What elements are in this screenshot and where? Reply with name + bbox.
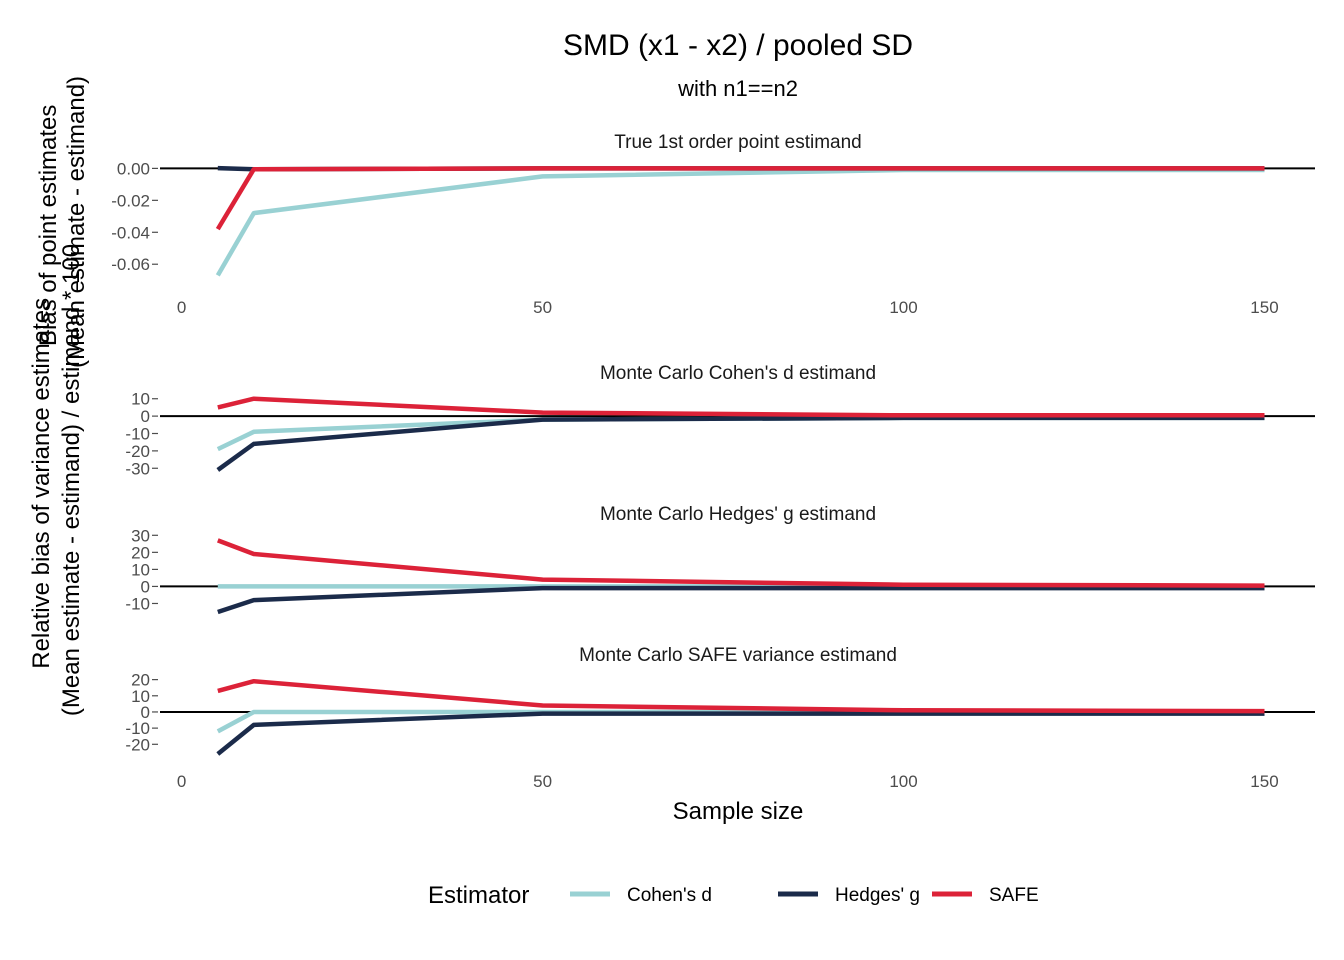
y-tick-label: 20: [131, 543, 150, 562]
y-tick-label: 0: [141, 703, 150, 722]
y-tick-label: -20: [125, 442, 150, 461]
x-tick-label: 150: [1250, 298, 1278, 317]
legend-title: Estimator: [428, 882, 529, 909]
y-tick-label: -10: [125, 594, 150, 613]
series-line-safe: [215, 166, 1265, 231]
series-line-safe: [217, 538, 1265, 588]
y-tick-label: 10: [131, 687, 150, 706]
chart-subtitle: with n1==n2: [677, 76, 798, 101]
series-line-hedges-g: [217, 585, 1265, 615]
y-tick-label: -10: [125, 425, 150, 444]
panel-monte-carlo-safe-variance-estimand: Monte Carlo SAFE variance estimand20100-…: [125, 645, 1315, 791]
y-axis-title-top-line-1: Bias of point estimates: [35, 105, 62, 346]
series-line-cohen-s-d: [215, 167, 1265, 277]
x-tick-label: 50: [533, 772, 552, 791]
y-tick-label: -0.04: [111, 223, 150, 242]
y-axis-title-bottom: Relative bias of variance estimates (Mea…: [28, 244, 85, 716]
panel-title: Monte Carlo SAFE variance estimand: [579, 645, 897, 666]
y-axis-title-top: Bias of point estimates (Mean estimate -…: [35, 76, 90, 368]
panel-monte-carlo-cohen-s-d-estimand: Monte Carlo Cohen's d estimand 100-10-20-…: [125, 363, 1315, 478]
y-axis-title-top-line-2: (Mean estimate - estimand): [63, 76, 90, 368]
x-tick-label: 0: [177, 772, 186, 791]
x-tick-label: 0: [177, 298, 186, 317]
y-tick-label: -30: [125, 459, 150, 478]
y-tick-label: 10: [131, 560, 150, 579]
y-axis-title-bottom-line-2: (Mean estimate - estimand) / estimand * …: [58, 244, 85, 716]
series-line-hedges-g: [216, 415, 1265, 472]
y-tick-label: 0.00: [117, 159, 150, 178]
panel-true-1st-order-point-estimand: True 1st order point estimand 0.00 -0.02 -0…: [111, 132, 1315, 317]
y-tick-label: -10: [125, 719, 150, 738]
series-line-safe: [217, 396, 1265, 418]
legend: Estimator Cohen's d Hedges' g SAFE: [428, 882, 1039, 909]
x-axis-title: Sample size: [673, 798, 804, 825]
series-line-safe: [217, 678, 1265, 714]
y-tick-label: -0.06: [111, 255, 150, 274]
chart-title: SMD (x1 - x2) / pooled SD: [563, 29, 913, 62]
y-tick-label: 10: [131, 390, 150, 409]
y-tick-label: 20: [131, 671, 150, 690]
y-tick-label: -20: [125, 735, 150, 754]
panel-title: Monte Carlo Hedges' g estimand: [600, 504, 876, 525]
y-tick-label: 0: [141, 407, 150, 426]
y-tick-label: 0: [141, 577, 150, 596]
x-tick-label: 100: [889, 772, 917, 791]
chart-panels: True 1st order point estimand 0.00 -0.02 -0…: [111, 132, 1315, 791]
x-tick-label: 100: [889, 298, 917, 317]
y-tick-label: -0.02: [111, 191, 150, 210]
panel-title: True 1st order point estimand: [614, 132, 861, 153]
legend-label-cohen-s-d: Cohen's d: [627, 885, 712, 906]
x-tick-label: 50: [533, 298, 552, 317]
x-tick-label: 150: [1250, 772, 1278, 791]
panel-title: Monte Carlo Cohen's d estimand: [600, 363, 876, 384]
y-tick-label: 30: [131, 526, 150, 545]
legend-label-safe: SAFE: [989, 885, 1039, 906]
series-line-hedges-g: [216, 711, 1265, 756]
y-axis-title-bottom-line-1: Relative bias of variance estimates: [28, 298, 55, 669]
legend-label-hedges-g: Hedges' g: [835, 885, 920, 906]
